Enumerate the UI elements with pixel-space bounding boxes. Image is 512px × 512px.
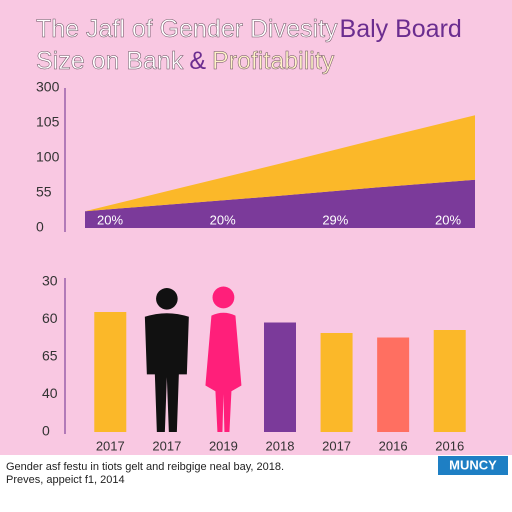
head [156,288,178,310]
y-tick-label: 105 [36,114,60,130]
annotation: 20% [210,212,236,227]
body [144,313,189,432]
y-tick-label: 40 [42,385,58,401]
chart-title: Size on Bank & Profitability [36,47,335,75]
x-tick-label: 2018 [266,438,295,453]
bar [433,330,466,432]
title-part: Profitability [212,47,335,75]
x-tick-label: 2019 [209,438,238,453]
logo-box [438,456,508,475]
bar [377,337,410,432]
title-part: Baly Board [340,15,462,43]
y-tick-label: 300 [36,79,60,95]
title-part: Size on Bank [36,47,184,75]
x-tick-label: 2017 [152,438,181,453]
y-tick-label: 0 [42,423,50,439]
footer-note: Preves, appeict f1, 2014 [6,474,125,486]
title-part: The Jafl of Gender Divesity [36,15,338,43]
x-tick-label: 2016 [435,438,464,453]
area [85,179,475,228]
x-tick-label: 2017 [322,438,351,453]
woman-silhouette [205,286,242,432]
y-tick-label: 100 [36,149,60,165]
bar [264,322,296,432]
chart-title: The Jafl of Gender DivesityBaly Board [36,15,462,43]
y-tick-label: 30 [42,273,58,289]
bar [320,333,353,432]
footer-note: Gender asf festu in tiots gelt and reibg… [6,461,284,473]
head [212,286,235,309]
bar [94,312,127,432]
man-silhouette [144,288,189,432]
logo: MUNCY [449,457,497,472]
area [85,115,475,212]
annotation: 20% [435,212,461,227]
annotation: 29% [322,212,348,227]
y-tick-label: 55 [36,184,52,200]
body [205,312,242,432]
footer-band [0,455,512,512]
x-tick-label: 2017 [96,438,125,453]
title-part: & [189,47,206,75]
x-tick-label: 2016 [379,438,408,453]
y-tick-label: 60 [42,310,58,326]
annotation: 20% [97,212,123,227]
y-tick-label: 65 [42,348,58,364]
y-tick-label: 0 [36,219,44,235]
